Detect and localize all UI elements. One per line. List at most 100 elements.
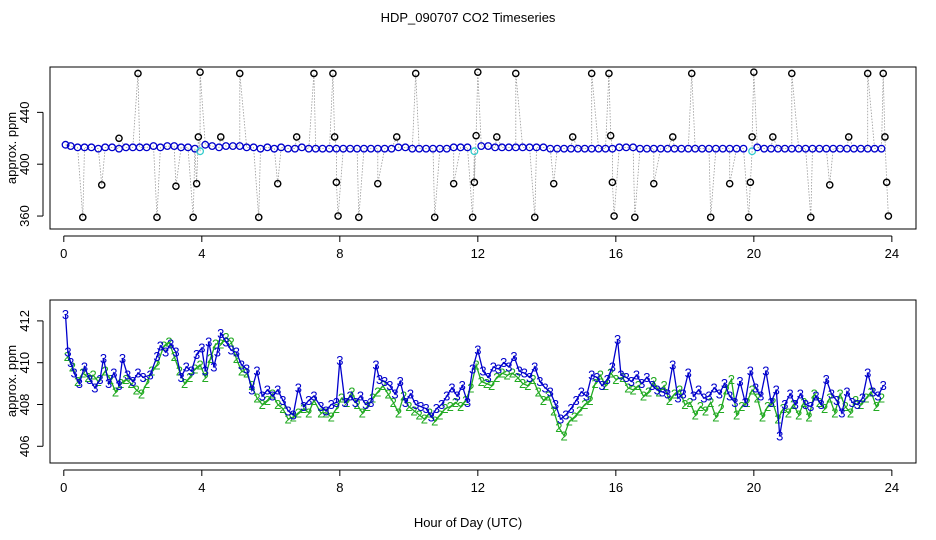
bottom-series-3-marker: 3 <box>669 357 676 372</box>
bottom-series-2-marker: 2 <box>322 405 329 420</box>
bottom-series-3-marker: 3 <box>367 395 374 410</box>
bottom-series-3-marker: 3 <box>264 382 271 397</box>
bottom-series-3-marker: 3 <box>105 376 112 391</box>
bottom-series-2-marker: 2 <box>317 405 324 420</box>
bottom-series-2-marker: 2 <box>171 349 178 364</box>
top-spike-point <box>153 213 161 222</box>
bottom-series-2-marker: 2 <box>640 389 647 404</box>
top-spike-point <box>748 133 756 141</box>
bottom-series-3-marker: 3 <box>521 366 528 381</box>
top-spike-point <box>254 213 263 222</box>
figure-xlabel: Hour of Day (UTC) <box>414 515 522 530</box>
bottom-series-2-marker: 2 <box>369 391 376 406</box>
bottom-series-2-marker: 2 <box>259 397 266 412</box>
bottom-series-2-marker: 2 <box>290 410 297 425</box>
top-spike-point <box>273 179 282 188</box>
top-spike-point <box>392 133 401 141</box>
bottom-x-tick-label: 16 <box>609 480 623 495</box>
bottom-series-3-marker: 3 <box>573 393 580 408</box>
bottom-series-3-marker: 3 <box>417 399 424 414</box>
bottom-series-2-marker: 2 <box>467 380 474 395</box>
bottom-series-2-marker: 2 <box>426 405 433 420</box>
bottom-series-2-marker: 2 <box>338 391 345 406</box>
top-spike-point <box>787 69 796 78</box>
bottom-series-3-marker: 3 <box>317 399 324 414</box>
bottom-series-2-marker: 2 <box>410 403 417 418</box>
bottom-series-3-marker: 3 <box>736 374 743 389</box>
bottom-series-3-marker: 3 <box>536 374 543 389</box>
bottom-series-2-marker: 2 <box>333 401 340 416</box>
bottom-series-3-marker: 3 <box>500 355 507 370</box>
top-baseline-point <box>442 144 451 153</box>
bottom-series-2-marker: 2 <box>405 399 412 414</box>
bottom-series-2-marker: 2 <box>462 393 469 408</box>
top-spike-point <box>449 179 458 188</box>
bottom-series-3-marker: 3 <box>64 345 71 360</box>
bottom-series-3-marker: 3 <box>402 395 409 410</box>
bottom-series-2-marker: 2 <box>868 384 875 399</box>
bottom-series-2-marker: 2 <box>748 382 755 397</box>
bottom-series-3-marker: 3 <box>134 366 141 381</box>
bottom-series-2-marker: 2 <box>238 364 245 379</box>
bottom-series-3-marker: 3 <box>752 380 759 395</box>
bottom-panel-frame <box>49 299 917 464</box>
bottom-series-2-marker: 2 <box>728 372 735 387</box>
bottom-series-3-marker: 3 <box>541 380 548 395</box>
top-spike-point <box>610 212 618 220</box>
bottom-series-3-marker: 3 <box>81 359 88 374</box>
bottom-series-3-marker: 3 <box>633 368 640 383</box>
bottom-series-2-marker: 2 <box>143 376 150 391</box>
bottom-series-3-marker: 3 <box>300 399 307 414</box>
bottom-series-3-line <box>64 314 884 436</box>
top-baseline-point <box>115 144 123 153</box>
bottom-series-2-marker: 2 <box>196 357 203 372</box>
bottom-series-2-marker: 2 <box>431 414 438 429</box>
top-x-tick-label: 16 <box>609 246 623 261</box>
bottom-series-2-marker: 2 <box>284 412 291 427</box>
bottom-series-3-marker: 3 <box>357 389 364 404</box>
top-spike-point <box>608 178 617 187</box>
bottom-series-3-marker: 3 <box>874 389 881 404</box>
top-spike-point <box>354 213 363 222</box>
bottom-series-3-marker: 3 <box>157 338 164 353</box>
bottom-series-2-marker: 2 <box>243 366 250 381</box>
bottom-series-3-marker: 3 <box>664 387 671 402</box>
top-y-tick-label: 400 <box>17 153 32 175</box>
bottom-series-3-marker: 3 <box>690 389 697 404</box>
bottom-series-2-line <box>66 336 883 438</box>
top-panel-ylabel: approx. ppm <box>4 112 19 184</box>
top-spike-point <box>474 68 482 76</box>
top-spike-point <box>310 69 318 78</box>
bottom-y-tick-label: 408 <box>17 394 32 416</box>
bottom-series-3-marker: 3 <box>391 387 398 402</box>
bottom-series-3-marker: 3 <box>679 387 686 402</box>
bottom-series-2-marker: 2 <box>857 397 864 412</box>
bottom-series-2-marker: 2 <box>759 410 766 425</box>
bottom-series-3-marker: 3 <box>386 378 393 393</box>
bottom-series-3-marker: 3 <box>623 370 630 385</box>
top-baseline-point <box>463 143 472 152</box>
bottom-series-2-marker: 2 <box>353 397 360 412</box>
bottom-series-2-marker: 2 <box>498 366 505 381</box>
top-baseline-point <box>663 144 672 153</box>
bottom-series-2-marker: 2 <box>295 405 302 420</box>
bottom-series-2-marker: 2 <box>635 378 642 393</box>
top-spike-point <box>189 213 197 222</box>
top-spike-point <box>844 133 853 141</box>
bottom-series-2-marker: 2 <box>671 387 678 402</box>
bottom-series-2-marker: 2 <box>571 410 578 425</box>
bottom-series-3-marker: 3 <box>593 370 600 385</box>
bottom-series-3-marker: 3 <box>812 389 819 404</box>
bottom-series-2-marker: 2 <box>228 334 235 349</box>
bottom-series-2-marker: 2 <box>576 403 583 418</box>
bottom-series-3-marker: 3 <box>372 357 379 372</box>
bottom-series-3-marker: 3 <box>376 372 383 387</box>
bottom-series-3-marker: 3 <box>818 397 825 412</box>
bottom-series-2-marker: 2 <box>186 370 193 385</box>
bottom-series-3-marker: 3 <box>742 395 749 410</box>
bottom-series-2-marker: 2 <box>181 376 188 391</box>
bottom-series-2-marker: 2 <box>191 361 198 376</box>
bottom-x-tick-label: 4 <box>198 480 205 495</box>
top-spike-point <box>744 213 753 222</box>
top-baseline-point <box>801 144 810 153</box>
